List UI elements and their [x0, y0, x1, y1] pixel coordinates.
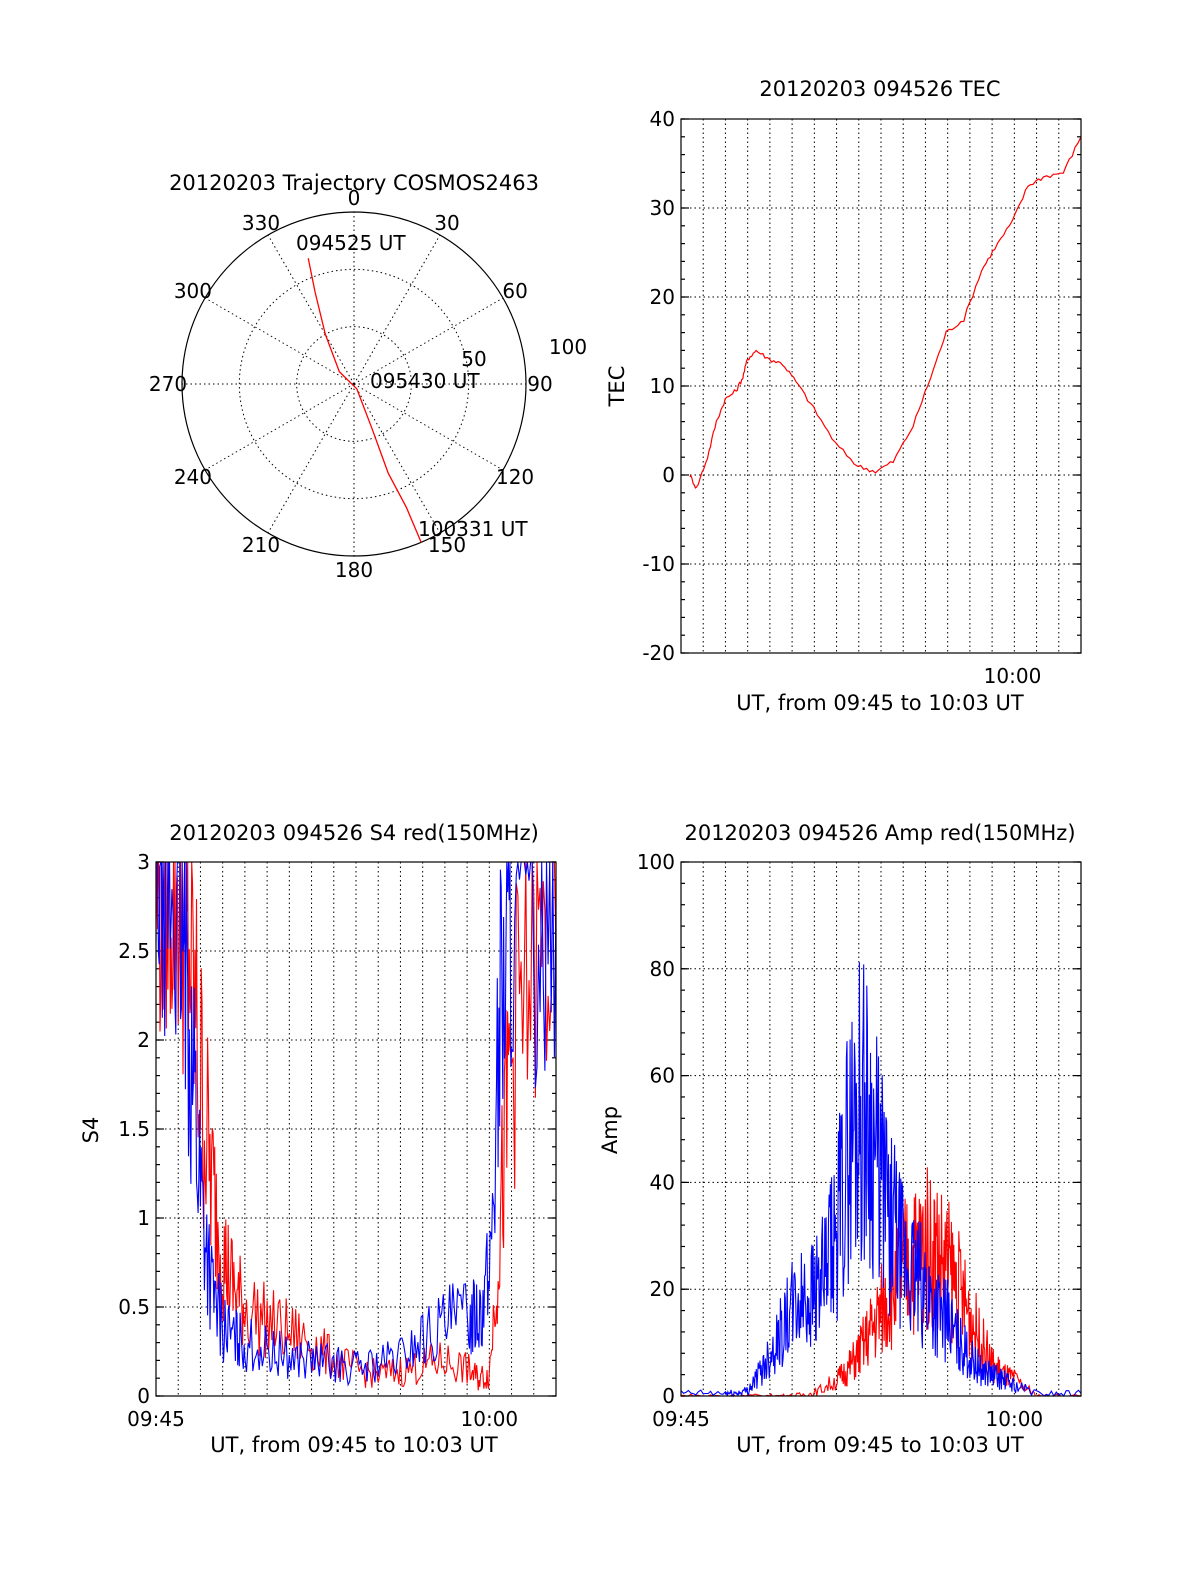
annotation-end: 100331 UT	[418, 517, 528, 541]
radial-label: 50	[461, 347, 486, 371]
azimuth-label: 270	[149, 372, 187, 396]
y-axis-label: Amp	[598, 1106, 622, 1154]
y-tick-label: 3	[137, 850, 150, 874]
y-tick-label: -20	[642, 641, 675, 665]
azimuth-label: 90	[527, 372, 552, 396]
azimuth-label: 180	[335, 558, 373, 582]
x-axis-label: UT, from 09:45 to 10:03 UT	[736, 691, 1024, 715]
y-tick-label: 100	[637, 850, 675, 874]
chart-title: 20120203 094526 TEC	[759, 77, 1000, 101]
series-line	[689, 136, 1082, 489]
annotation-mid: 095430 UT	[370, 369, 480, 393]
annotation-start: 094525 UT	[296, 231, 406, 255]
azimuth-label: 60	[502, 279, 527, 303]
series-line	[680, 1167, 1082, 1397]
chart-title: 20120203 094526 S4 red(150MHz)	[169, 821, 539, 845]
plot-frame	[680, 118, 1082, 654]
y-tick-label: 2.5	[118, 939, 150, 963]
y-tick-label: 1.5	[118, 1117, 150, 1141]
y-tick-label: 60	[650, 1064, 675, 1088]
amp-chart: 20120203 094526 Amp red(150MHz) 0 20 40 60 8…	[598, 821, 1082, 1457]
azimuth-label: 300	[174, 279, 212, 303]
y-tick-label: 0	[137, 1384, 150, 1408]
polar-spoke	[353, 383, 504, 471]
azimuth-label: 0	[348, 186, 361, 210]
tec-chart: 20120203 094526 TEC -20 -10 0 10 20 30 40 10:00…	[605, 77, 1082, 715]
radial-label: 100	[549, 335, 587, 359]
plot-frame	[680, 861, 1082, 1397]
x-tick-label: 10:00	[984, 664, 1042, 688]
y-tick-label: 10	[650, 374, 675, 398]
polar-spoke	[353, 383, 441, 534]
polar-grid-circle	[296, 326, 412, 442]
x-tick-label: 09:45	[127, 1407, 185, 1431]
azimuth-label: 210	[242, 533, 280, 557]
azimuth-label: 120	[496, 465, 534, 489]
trajectory-line	[307, 258, 422, 543]
x-axis-label: UT, from 09:45 to 10:03 UT	[210, 1433, 498, 1457]
chart-title: 20120203 094526 Amp red(150MHz)	[684, 821, 1075, 845]
y-tick-label: 80	[650, 957, 675, 981]
y-tick-label: 0	[662, 1384, 675, 1408]
y-tick-label: 1	[137, 1206, 150, 1230]
y-tick-label: 0	[662, 463, 675, 487]
y-tick-label: 0.5	[118, 1295, 150, 1319]
series-line	[680, 962, 1082, 1398]
y-axis-label: S4	[79, 1117, 103, 1144]
azimuth-label: 30	[434, 211, 459, 235]
y-tick-label: 20	[650, 1277, 675, 1301]
trajectory-polar-chart: 20120203 Trajectory COSMOS2463 0 30 60 90 12…	[149, 171, 587, 582]
polar-spoke	[267, 234, 355, 385]
y-tick-label: 40	[650, 107, 675, 131]
chart-title: 20120203 Trajectory COSMOS2463	[169, 171, 539, 195]
y-tick-label: 20	[650, 285, 675, 309]
series-line	[156, 861, 557, 1387]
polar-spoke	[353, 234, 441, 385]
y-axis-label: TEC	[605, 366, 629, 408]
y-tick-label: 30	[650, 196, 675, 220]
s4-chart: 20120203 094526 S4 red(150MHz) 0 0.5 1 1.5 2…	[79, 821, 557, 1457]
y-tick-label: 2	[137, 1028, 150, 1052]
polar-spoke	[204, 297, 355, 385]
polar-spoke	[267, 383, 355, 534]
x-tick-label: 09:45	[652, 1407, 710, 1431]
y-tick-label: -10	[642, 552, 675, 576]
y-tick-label: 40	[650, 1170, 675, 1194]
polar-spoke	[353, 297, 504, 385]
x-axis-label: UT, from 09:45 to 10:03 UT	[736, 1433, 1024, 1457]
x-tick-label: 10:00	[986, 1407, 1044, 1431]
x-tick-label: 10:00	[461, 1407, 519, 1431]
azimuth-label: 150	[428, 533, 466, 557]
azimuth-label: 240	[174, 465, 212, 489]
plot-frame	[155, 861, 557, 1397]
azimuth-label: 330	[242, 211, 280, 235]
polar-spoke	[204, 383, 355, 471]
